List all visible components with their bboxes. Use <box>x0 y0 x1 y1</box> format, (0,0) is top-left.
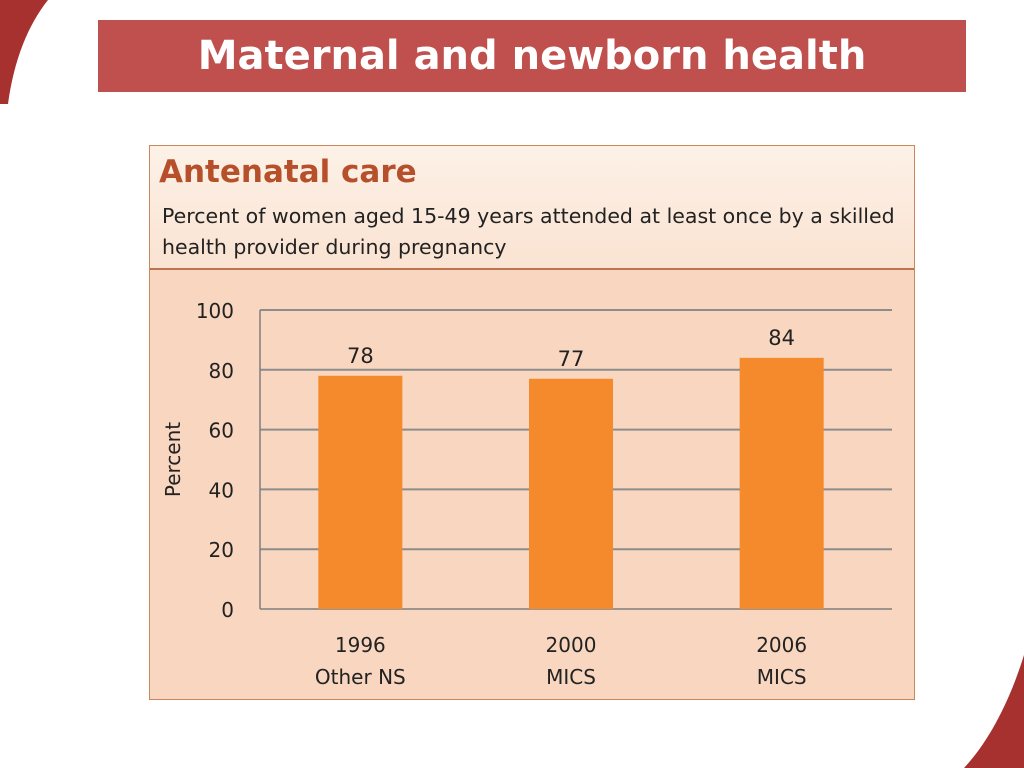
bar <box>529 378 613 609</box>
card-subtitle: Percent of women aged 15-49 years attend… <box>162 204 895 259</box>
bar <box>318 375 403 609</box>
corner-decoration-top-left <box>0 0 48 104</box>
title-banner: Maternal and newborn health <box>98 20 966 92</box>
x-tick-label: 1996 <box>335 633 386 657</box>
data-label: 84 <box>768 326 795 350</box>
x-tick-label: 2006 <box>756 633 807 657</box>
chart-card-header: Antenatal care Percent of women aged 15-… <box>150 146 914 270</box>
x-tick-label: Other NS <box>315 665 406 689</box>
x-tick-label: MICS <box>757 665 807 689</box>
bar-chart: 0 20 40 60 80 100 Percent 78 1996 Other NS 77 2000 M… <box>161 299 892 689</box>
card-title: Antenatal care <box>159 154 417 190</box>
y-axis-title: Percent <box>161 422 185 497</box>
data-label: 78 <box>347 344 374 368</box>
y-tick-label: 20 <box>209 538 234 562</box>
y-tick-label: 60 <box>209 419 234 443</box>
data-label: 77 <box>558 347 585 371</box>
y-tick-label: 0 <box>221 598 234 622</box>
x-tick-label: 2000 <box>546 633 597 657</box>
y-tick-label: 100 <box>196 299 234 323</box>
bar <box>739 357 824 609</box>
chart-card: Antenatal care Percent of women aged 15-… <box>149 145 915 700</box>
x-tick-label: MICS <box>546 665 596 689</box>
y-tick-label: 80 <box>209 359 234 383</box>
y-tick-label: 40 <box>209 478 234 502</box>
slide-title: Maternal and newborn health <box>197 33 867 79</box>
